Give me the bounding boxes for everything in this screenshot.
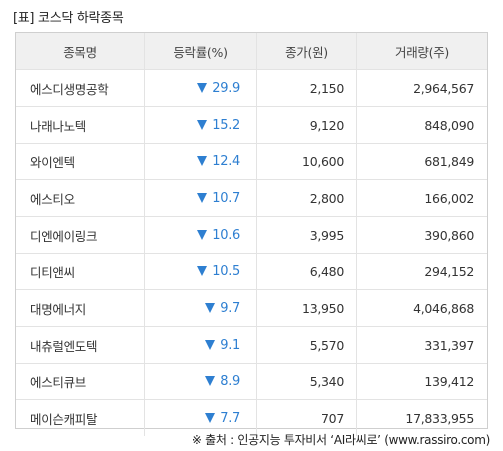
stock-table: 종목명 등락률(%) 종가(원) 거래량(주) 에스디생명공학 29.9 2,1… [15,32,488,436]
volume: 2,964,567 [356,70,487,106]
stock-name: 메이슨캐피탈 [30,411,98,427]
row-divider [16,363,487,364]
change-cell: 9.1 [144,327,256,363]
row-divider [16,69,487,70]
table-title: [표] 코스닥 하락종목 [13,11,124,26]
stock-name: 와이엔텍 [30,154,75,170]
table-row: 나래나노텍 15.2 9,120 848,090 [16,107,487,143]
table-row: 와이엔텍 12.4 10,600 681,849 [16,143,487,179]
down-triangle-icon [197,230,208,240]
change-value: 15.2 [212,117,240,133]
column-header-close: 종가(원) [256,33,356,69]
change-cell: 12.4 [144,143,256,179]
row-divider [16,326,487,327]
down-triangle-icon [205,340,216,350]
volume: 390,860 [356,217,487,253]
row-divider [16,106,487,107]
table-row: 디엔에이링크 10.6 3,995 390,860 [16,217,487,253]
change-value: 10.5 [212,263,240,279]
table-row: 디티앤씨 10.5 6,480 294,152 [16,253,487,289]
table-row: 에스티큐브 8.9 5,340 139,412 [16,363,487,399]
change-value: 9.1 [220,337,240,353]
volume: 681,849 [356,143,487,179]
row-divider [16,399,487,400]
close-price: 2,800 [256,180,356,216]
close-price: 2,150 [256,70,356,106]
stock-name: 나래나노텍 [30,118,87,134]
down-triangle-icon [197,193,208,203]
change-value: 12.4 [212,153,240,169]
down-triangle-icon [197,156,208,166]
stock-name: 내츄럴엔도텍 [30,338,98,354]
stock-name: 디티앤씨 [30,264,75,280]
down-triangle-icon [197,266,208,276]
down-triangle-icon [205,303,216,313]
close-price: 3,995 [256,217,356,253]
table-row: 에스디생명공학 29.9 2,150 2,964,567 [16,70,487,106]
close-price: 10,600 [256,143,356,179]
down-triangle-icon [197,83,208,93]
change-cell: 10.7 [144,180,256,216]
table-header-row: 종목명 등락률(%) 종가(원) 거래량(주) [16,33,487,69]
column-header-volume: 거래량(주) [356,33,487,69]
change-value: 9.7 [220,300,240,316]
change-value: 7.7 [220,410,240,426]
close-price: 13,950 [256,290,356,326]
stock-name: 대명에너지 [30,301,87,317]
change-value: 8.9 [220,373,240,389]
change-value: 10.7 [212,190,240,206]
table-row: 에스티오 10.7 2,800 166,002 [16,180,487,216]
close-price: 5,570 [256,327,356,363]
change-value: 10.6 [212,227,240,243]
volume: 4,046,868 [356,290,487,326]
change-cell: 9.7 [144,290,256,326]
row-divider [16,289,487,290]
stock-name: 에스티큐브 [30,374,87,390]
close-price: 9,120 [256,107,356,143]
change-cell: 29.9 [144,70,256,106]
close-price: 6,480 [256,253,356,289]
volume: 331,397 [356,327,487,363]
close-price: 5,340 [256,363,356,399]
volume: 848,090 [356,107,487,143]
column-header-change: 등락률(%) [144,33,256,69]
table-row: 대명에너지 9.7 13,950 4,046,868 [16,290,487,326]
change-cell: 15.2 [144,107,256,143]
stock-name: 디엔에이링크 [30,228,98,244]
row-divider [16,253,487,254]
table-row: 내츄럴엔도텍 9.1 5,570 331,397 [16,327,487,363]
down-triangle-icon [205,376,216,386]
column-header-name: 종목명 [63,44,97,60]
change-cell: 10.5 [144,253,256,289]
down-triangle-icon [197,120,208,130]
table-row: 메이슨캐피탈 7.7 707 17,833,955 [16,400,487,436]
down-triangle-icon [205,413,216,423]
stock-name: 에스티오 [30,191,75,207]
change-cell: 8.9 [144,363,256,399]
change-cell: 7.7 [144,400,256,436]
close-price: 707 [256,400,356,436]
volume: 166,002 [356,180,487,216]
row-divider [16,179,487,180]
row-divider [16,216,487,217]
source-note: ※ 출처 : 인공지능 투자비서 ‘AI라씨로’ (www.rassiro.co… [191,433,490,447]
volume: 17,833,955 [356,400,487,436]
volume: 294,152 [356,253,487,289]
change-value: 29.9 [212,80,240,96]
row-divider [16,143,487,144]
volume: 139,412 [356,363,487,399]
change-cell: 10.6 [144,217,256,253]
stock-name: 에스디생명공학 [30,81,109,97]
